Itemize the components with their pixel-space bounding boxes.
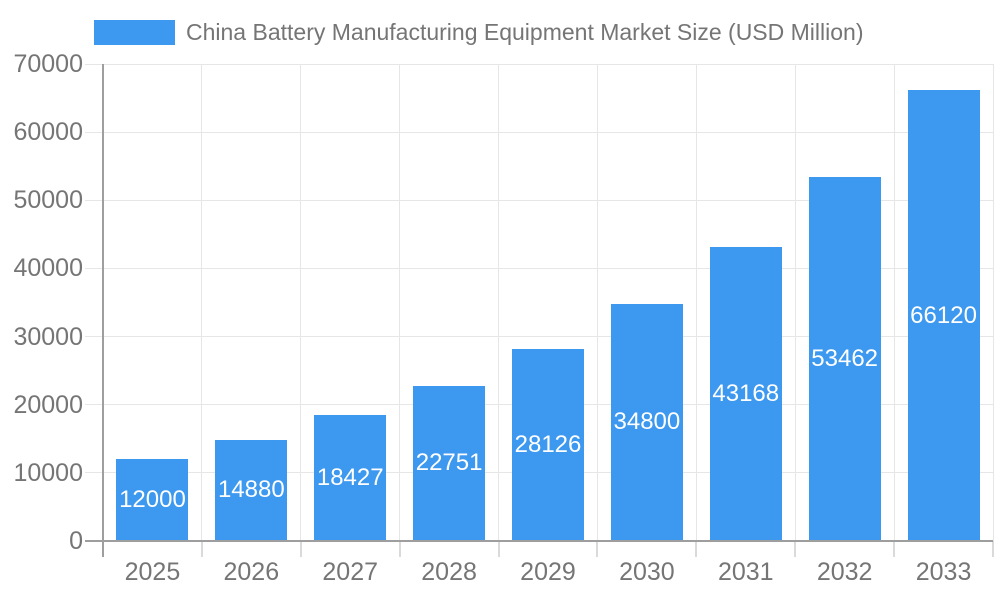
bar-value-label: 12000 bbox=[119, 486, 186, 514]
y-axis-tick-label: 50000 bbox=[13, 186, 83, 215]
y-gridline bbox=[85, 131, 993, 133]
bar-value-label: 28126 bbox=[514, 431, 582, 459]
y-axis-tick-label: 40000 bbox=[13, 254, 83, 283]
bar: 66120 bbox=[907, 90, 980, 541]
x-gridline bbox=[794, 64, 796, 541]
x-axis-category-label: 2030 bbox=[619, 558, 675, 586]
bar: 53462 bbox=[808, 176, 881, 541]
x-gridline bbox=[498, 64, 500, 541]
x-axis-tick bbox=[695, 541, 698, 557]
x-gridline bbox=[893, 64, 895, 541]
x-axis-tick bbox=[992, 541, 994, 557]
bar: 34800 bbox=[610, 303, 683, 541]
bar-value-label: 14880 bbox=[217, 476, 285, 504]
y-axis-tick-label: 60000 bbox=[13, 118, 83, 147]
x-gridline bbox=[201, 64, 203, 541]
bar: 12000 bbox=[116, 459, 189, 541]
bar-value-label: 43168 bbox=[712, 379, 780, 407]
bar-value-label: 53462 bbox=[811, 344, 879, 372]
x-axis-category-label: 2026 bbox=[223, 558, 280, 586]
bar-value-label: 66120 bbox=[910, 301, 977, 329]
y-axis-tick-label: 10000 bbox=[13, 458, 83, 487]
x-axis-tick bbox=[596, 541, 599, 557]
y-axis-tick-label: 30000 bbox=[13, 322, 83, 351]
bar-value-label: 18427 bbox=[316, 464, 384, 492]
bar: 43168 bbox=[709, 246, 782, 541]
legend: China Battery Manufacturing Equipment Ma… bbox=[94, 19, 864, 46]
bar: 22751 bbox=[413, 385, 486, 541]
bar-value-label: 22751 bbox=[415, 449, 483, 477]
x-axis-category-label: 2028 bbox=[421, 558, 477, 586]
x-axis-tick bbox=[794, 541, 797, 557]
x-gridline bbox=[992, 64, 994, 541]
bar-value-label: 34800 bbox=[613, 408, 681, 436]
x-axis-category-label: 2029 bbox=[520, 558, 576, 586]
x-axis-category-label: 2032 bbox=[816, 558, 873, 586]
x-axis-category-label: 2033 bbox=[915, 558, 972, 586]
x-axis-tick bbox=[497, 541, 500, 557]
y-gridline bbox=[85, 267, 993, 269]
y-gridline bbox=[85, 336, 993, 338]
y-gridline bbox=[85, 199, 993, 201]
y-gridline bbox=[85, 63, 993, 65]
x-axis-category-label: 2031 bbox=[717, 558, 774, 586]
x-gridline bbox=[695, 64, 697, 541]
y-axis-tick-label: 0 bbox=[69, 527, 83, 555]
bar: 14880 bbox=[215, 439, 288, 541]
x-gridline bbox=[399, 64, 401, 541]
bar: 28126 bbox=[512, 349, 584, 541]
legend-swatch bbox=[94, 20, 175, 45]
x-axis-tick bbox=[398, 541, 401, 557]
x-axis-category-label: 2025 bbox=[124, 558, 181, 586]
x-axis-tick bbox=[299, 541, 302, 557]
y-axis-line bbox=[102, 64, 104, 557]
x-axis-tick bbox=[893, 541, 896, 557]
x-gridline bbox=[596, 64, 598, 541]
x-axis-tick bbox=[200, 541, 203, 557]
y-axis-tick-label: 70000 bbox=[13, 50, 83, 78]
x-axis-category-label: 2027 bbox=[322, 558, 379, 586]
x-gridline bbox=[300, 64, 302, 541]
x-axis-line bbox=[85, 540, 993, 542]
y-axis-tick-label: 20000 bbox=[13, 390, 83, 419]
legend-label: China Battery Manufacturing Equipment Ma… bbox=[186, 19, 864, 45]
bar: 18427 bbox=[314, 415, 387, 541]
